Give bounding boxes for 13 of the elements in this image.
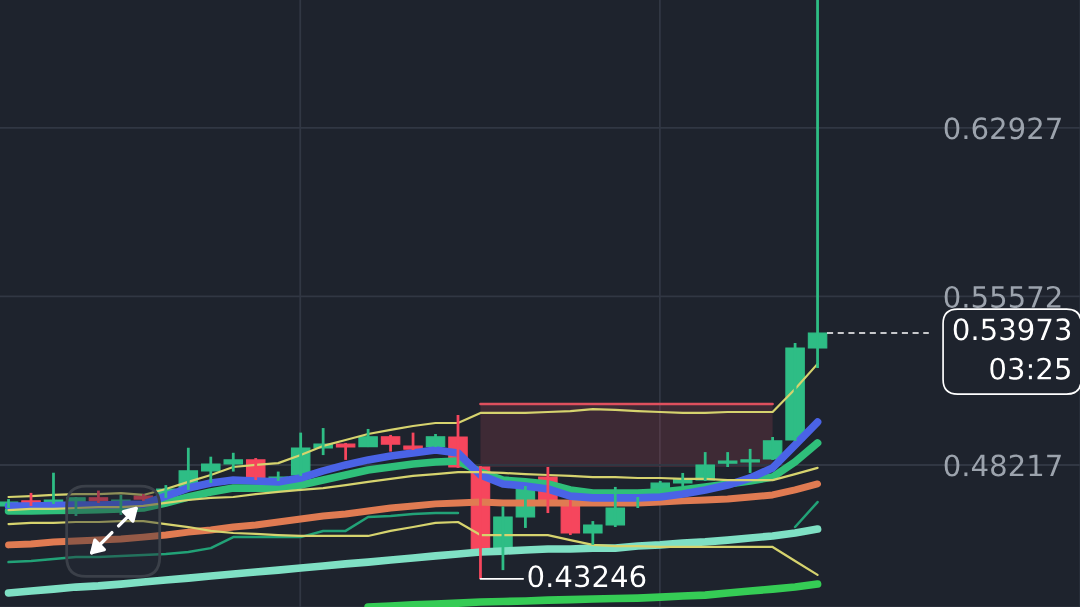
candlestick	[223, 451, 244, 473]
candlestick	[740, 447, 760, 475]
y-tick-label: 0.62927	[944, 117, 1061, 140]
candlestick	[583, 519, 603, 547]
candlestick	[201, 455, 221, 485]
line-series	[7, 362, 819, 499]
ref-line-label: 0.53973 03:25	[953, 318, 1071, 380]
candlestick	[717, 450, 738, 469]
y-tick-label: 0.55572	[944, 285, 1061, 308]
annotation: 0.43246	[528, 565, 646, 588]
candlestick	[358, 427, 378, 449]
y-tick-label: 0.48217	[944, 454, 1061, 477]
candlestick	[335, 441, 356, 462]
